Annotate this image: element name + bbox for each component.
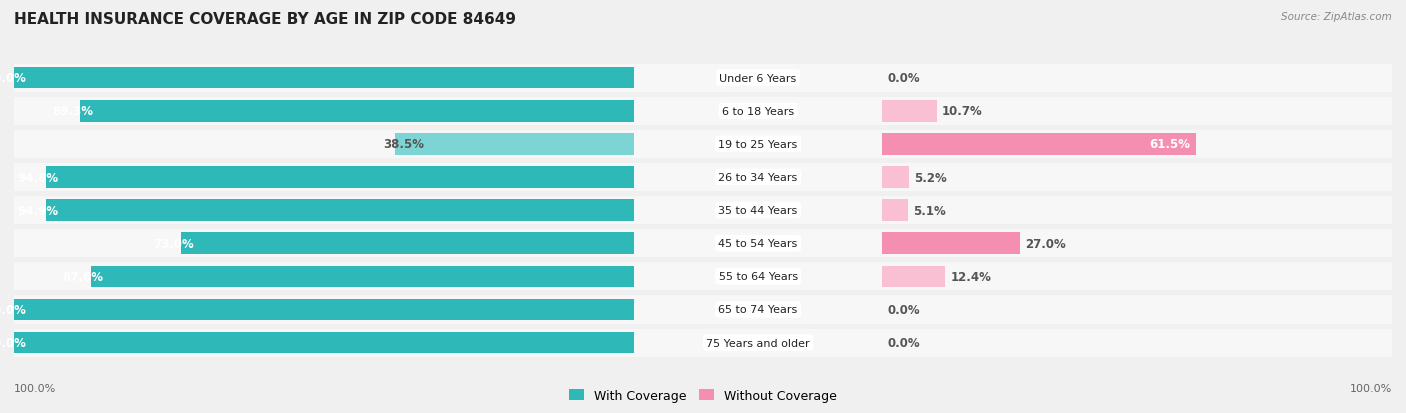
Bar (882, 131, 1392, 159)
Bar (882, 164, 1392, 192)
Bar (634, 64, 882, 93)
Text: 26 to 34 Years: 26 to 34 Years (718, 173, 797, 183)
Bar (14, 263, 634, 291)
Text: 45 to 54 Years: 45 to 54 Years (718, 239, 797, 249)
Text: 100.0%: 100.0% (0, 336, 27, 349)
Bar (46, 167, 634, 188)
Text: 0.0%: 0.0% (887, 303, 920, 316)
Bar (882, 266, 945, 287)
Text: 27.0%: 27.0% (1025, 237, 1066, 250)
Text: 94.8%: 94.8% (18, 171, 59, 184)
Bar (634, 296, 882, 324)
Bar (14, 97, 634, 126)
Bar (634, 329, 882, 357)
Text: 100.0%: 100.0% (0, 72, 27, 85)
Text: 38.5%: 38.5% (382, 138, 425, 151)
Bar (882, 230, 1392, 258)
Bar (14, 230, 634, 258)
Bar (91, 266, 634, 287)
Text: 12.4%: 12.4% (950, 270, 991, 283)
Bar (882, 296, 1392, 324)
Bar (14, 296, 634, 324)
Text: 19 to 25 Years: 19 to 25 Years (718, 140, 797, 150)
Bar (14, 64, 634, 93)
Bar (634, 97, 882, 126)
Bar (882, 97, 1392, 126)
Bar (882, 233, 1019, 254)
Text: 94.9%: 94.9% (17, 204, 58, 217)
Bar (45, 200, 634, 221)
Bar (882, 64, 1392, 93)
Legend: With Coverage, Without Coverage: With Coverage, Without Coverage (564, 384, 842, 407)
Text: 55 to 64 Years: 55 to 64 Years (718, 272, 797, 282)
Text: 5.1%: 5.1% (914, 204, 946, 217)
Bar (80, 101, 634, 122)
Text: 65 to 74 Years: 65 to 74 Years (718, 305, 797, 315)
Bar (634, 263, 882, 291)
Bar (181, 233, 634, 254)
Bar (14, 332, 634, 354)
Text: 75 Years and older: 75 Years and older (706, 338, 810, 348)
Bar (14, 164, 634, 192)
Bar (882, 329, 1392, 357)
Text: 100.0%: 100.0% (14, 383, 56, 393)
Text: Source: ZipAtlas.com: Source: ZipAtlas.com (1281, 12, 1392, 22)
Text: 61.5%: 61.5% (1150, 138, 1191, 151)
Bar (14, 131, 634, 159)
Bar (634, 230, 882, 258)
Bar (634, 164, 882, 192)
Bar (634, 197, 882, 225)
Text: 5.2%: 5.2% (914, 171, 946, 184)
Text: 0.0%: 0.0% (887, 336, 920, 349)
Bar (882, 197, 1392, 225)
Text: 100.0%: 100.0% (0, 303, 27, 316)
Text: 73.0%: 73.0% (153, 237, 194, 250)
Bar (634, 131, 882, 159)
Text: 89.3%: 89.3% (52, 105, 93, 118)
Bar (14, 299, 634, 320)
Bar (14, 329, 634, 357)
Text: Under 6 Years: Under 6 Years (720, 74, 797, 83)
Text: 87.6%: 87.6% (62, 270, 104, 283)
Bar (882, 101, 936, 122)
Text: HEALTH INSURANCE COVERAGE BY AGE IN ZIP CODE 84649: HEALTH INSURANCE COVERAGE BY AGE IN ZIP … (14, 12, 516, 27)
Bar (882, 167, 908, 188)
Text: 35 to 44 Years: 35 to 44 Years (718, 206, 797, 216)
Bar (395, 134, 634, 155)
Text: 10.7%: 10.7% (942, 105, 983, 118)
Bar (882, 200, 908, 221)
Bar (882, 134, 1195, 155)
Bar (14, 197, 634, 225)
Text: 0.0%: 0.0% (887, 72, 920, 85)
Bar (14, 68, 634, 89)
Text: 6 to 18 Years: 6 to 18 Years (723, 107, 794, 116)
Text: 100.0%: 100.0% (1350, 383, 1392, 393)
Bar (882, 263, 1392, 291)
